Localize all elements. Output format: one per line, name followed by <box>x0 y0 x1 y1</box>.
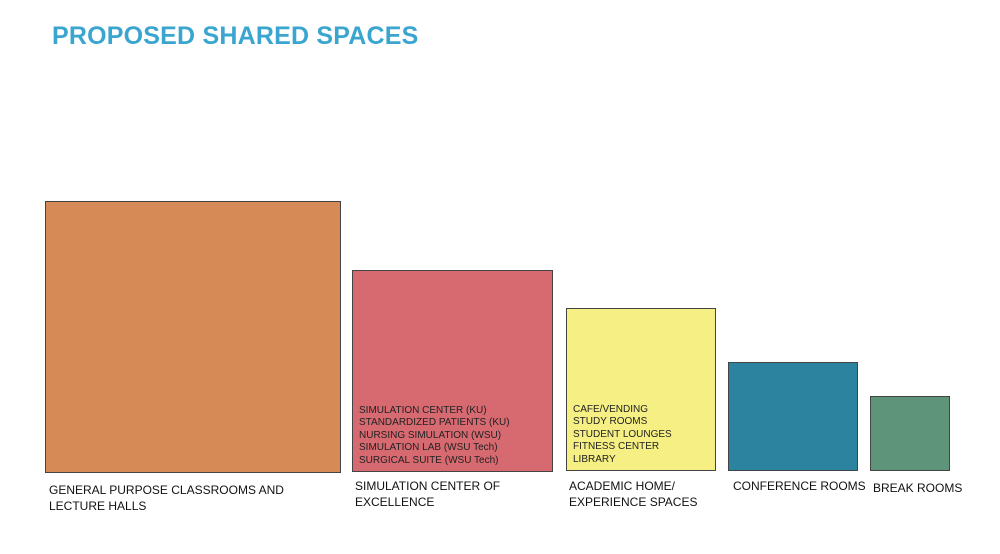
list-item: SIMULATION LAB (WSU Tech) <box>359 442 498 454</box>
space-block-academic-home: CAFE/VENDING STUDY ROOMS STUDENT LOUNGES… <box>566 308 716 471</box>
space-label-line: LECTURE HALLS <box>49 499 147 513</box>
space-block-classrooms <box>45 201 341 473</box>
space-block-break-rooms <box>870 396 950 471</box>
space-label-simulation-center: SIMULATION CENTER OF EXCELLENCE <box>355 478 500 510</box>
list-item: LIBRARY <box>573 453 616 465</box>
space-label-line: ACADEMIC HOME/ <box>569 479 676 493</box>
space-label-line: EXPERIENCE SPACES <box>569 495 698 509</box>
space-label-line: GENERAL PURPOSE CLASSROOMS AND <box>49 483 284 497</box>
space-block-conference-rooms <box>728 362 858 471</box>
list-item: FITNESS CENTER <box>573 441 660 453</box>
space-label-line: EXCELLENCE <box>355 495 435 509</box>
space-block-simulation-center: SIMULATION CENTER (KU) STANDARDIZED PATI… <box>352 270 553 472</box>
space-label-line: SIMULATION CENTER OF <box>355 479 501 493</box>
space-label-conference-rooms: CONFERENCE ROOMS <box>733 478 866 494</box>
list-item: STANDARDIZED PATIENTS (KU) <box>359 417 510 429</box>
space-label-classrooms: GENERAL PURPOSE CLASSROOMS AND LECTURE H… <box>49 482 284 514</box>
page-title: PROPOSED SHARED SPACES <box>52 22 419 50</box>
space-label-academic-home: ACADEMIC HOME/ EXPERIENCE SPACES <box>569 478 697 510</box>
list-item: SIMULATION CENTER (KU) <box>359 404 487 416</box>
space-label-break-rooms: BREAK ROOMS <box>873 480 962 496</box>
list-item: STUDENT LOUNGES <box>573 428 672 440</box>
space-label-line: BREAK ROOMS <box>873 481 963 495</box>
space-label-line: CONFERENCE ROOMS <box>733 479 866 493</box>
list-item: CAFE/VENDING <box>573 403 649 415</box>
academic-items-list: CAFE/VENDING STUDY ROOMS STUDENT LOUNGES… <box>573 404 672 466</box>
list-item: NURSING SIMULATION (WSU) <box>359 429 502 441</box>
list-item: SURGICAL SUITE (WSU Tech) <box>359 454 499 466</box>
list-item: STUDY ROOMS <box>573 416 648 428</box>
simulation-items-list: SIMULATION CENTER (KU) STANDARDIZED PATI… <box>359 405 510 467</box>
